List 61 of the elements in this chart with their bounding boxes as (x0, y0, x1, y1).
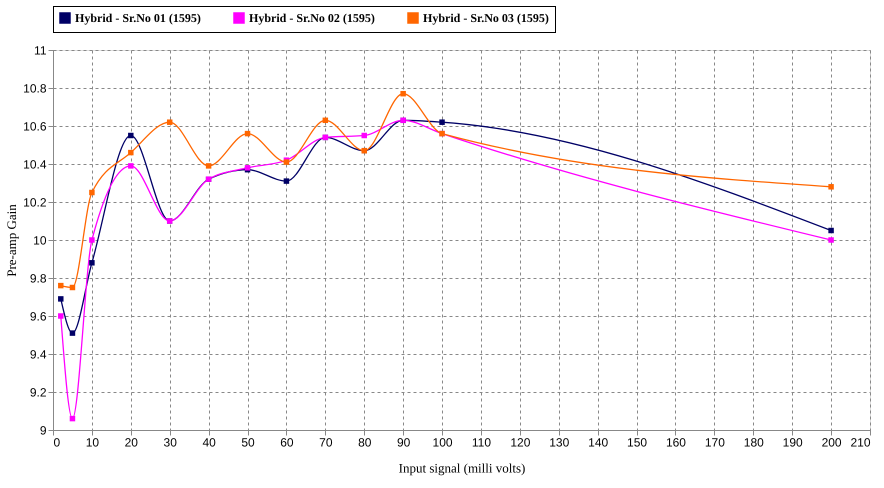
y-tick-label: 9.8 (30, 272, 47, 286)
x-tick-label: 80 (358, 436, 372, 450)
point (70, 416, 76, 422)
y-tick-label: 10.6 (23, 120, 47, 134)
y-tick-label: 10.2 (23, 196, 47, 210)
point (70, 284, 76, 290)
point (828, 228, 834, 234)
x-tick-label: 120 (510, 436, 531, 450)
point (828, 184, 834, 190)
point (128, 163, 134, 169)
x-tick-label: 20 (124, 436, 138, 450)
x-tick-label: 210 (850, 436, 871, 450)
point (58, 282, 64, 288)
y-tick-label: 10 (33, 234, 47, 248)
point (828, 237, 834, 243)
y-axis-title: Pre-amp Gain (4, 204, 20, 277)
point (89, 260, 95, 266)
x-tick-label: 200 (822, 436, 842, 450)
x-tick-label: 70 (319, 436, 333, 450)
point (58, 313, 64, 319)
x-tick-label: 40 (202, 436, 216, 450)
point (70, 330, 76, 336)
y-tick-label: 9.2 (30, 386, 47, 400)
x-tick-label: 130 (549, 436, 570, 450)
point (439, 119, 445, 125)
point (128, 132, 134, 138)
x-tick-label: 170 (704, 436, 726, 450)
x-tick-label: 100 (432, 436, 453, 450)
x-tick-label: 30 (164, 436, 178, 450)
point (128, 150, 134, 156)
legend-label: Hybrid - Sr.No 03 (1595) (423, 11, 549, 25)
x-tick-label: 60 (280, 436, 294, 450)
point (89, 190, 95, 196)
y-tick-label: 9.4 (30, 348, 47, 362)
point (284, 178, 290, 184)
x-tick-label: 10 (86, 436, 100, 450)
x-axis-title: Input signal (milli volts) (398, 460, 526, 476)
x-tick-label: 180 (744, 436, 764, 450)
y-tick-label: 9 (40, 424, 47, 438)
x-tick-label: 160 (666, 436, 686, 450)
point (206, 163, 212, 169)
x-tick-label: 50 (241, 436, 256, 450)
legend-label: Hybrid - Sr.No 01 (1595) (75, 11, 201, 25)
x-tick-label: 190 (782, 436, 804, 450)
y-tick-label: 10.8 (23, 82, 47, 96)
y-tick-label: 11 (34, 44, 47, 58)
y-tick-label: 10.4 (23, 158, 47, 172)
y-tick-label: 9.6 (30, 310, 47, 324)
point (362, 132, 367, 138)
point (322, 118, 328, 124)
x-tick-label: 90 (396, 436, 411, 450)
point (244, 130, 250, 136)
x-tick-label: 0 (54, 436, 60, 450)
point (58, 296, 64, 302)
x-tick-label: 110 (472, 436, 492, 450)
point (166, 119, 172, 125)
point (89, 237, 95, 243)
x-tick-label: 150 (627, 436, 648, 450)
point (400, 90, 406, 96)
x-tick-label: 140 (588, 436, 608, 450)
legend-label: Hybrid - Sr.No 02 (1595) (249, 11, 375, 25)
